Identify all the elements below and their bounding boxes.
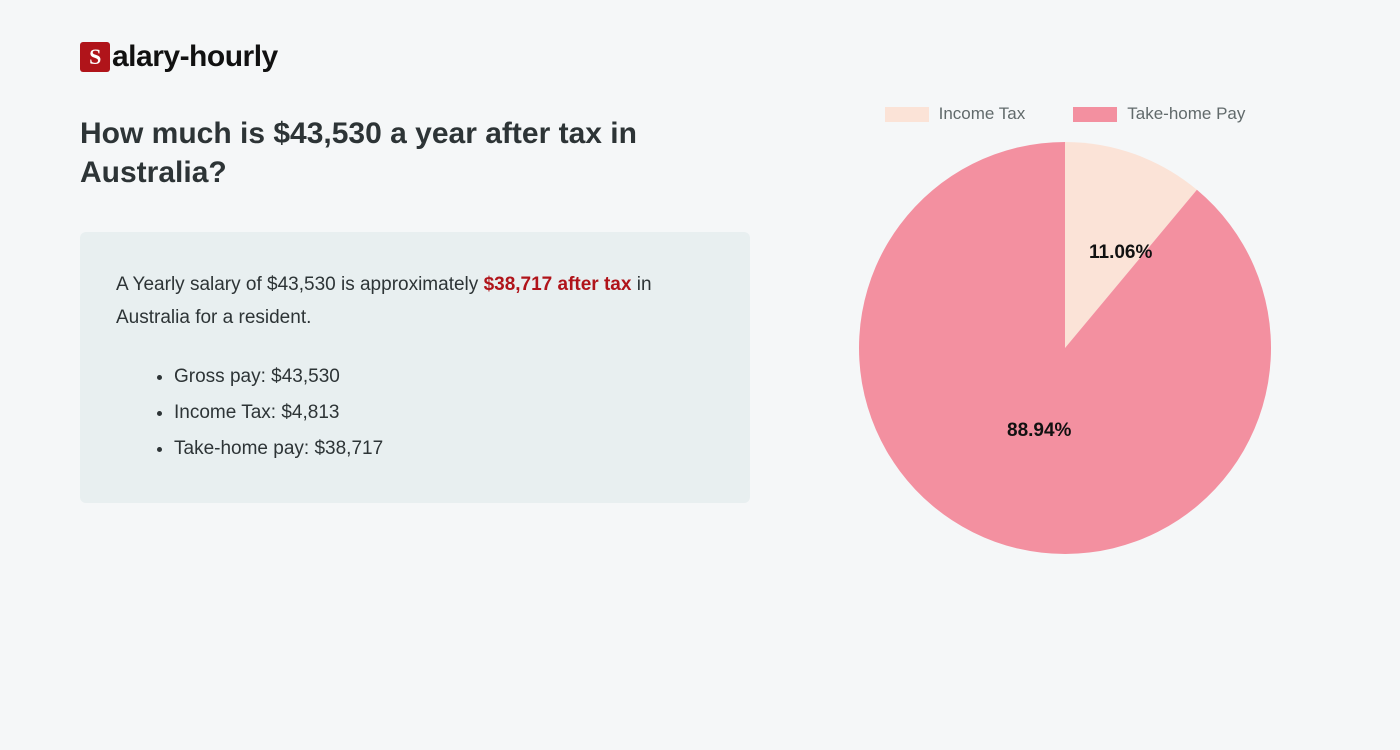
chart-column: Income Tax Take-home Pay 11.06% 88.94% [810, 104, 1320, 554]
summary-list: Gross pay: $43,530 Income Tax: $4,813 Ta… [116, 359, 714, 467]
legend-label: Take-home Pay [1127, 104, 1245, 124]
chart-legend: Income Tax Take-home Pay [885, 104, 1246, 124]
slice-label-take-home: 88.94% [1007, 420, 1071, 442]
legend-label: Income Tax [939, 104, 1026, 124]
pie-svg [859, 142, 1271, 554]
site-logo: Salary-hourly [80, 40, 1320, 74]
legend-item-income-tax: Income Tax [885, 104, 1026, 124]
summary-highlight: $38,717 after tax [484, 274, 632, 295]
summary-card: A Yearly salary of $43,530 is approximat… [80, 232, 750, 503]
summary-pre: A Yearly salary of $43,530 is approximat… [116, 274, 484, 295]
legend-swatch-icon [1073, 107, 1117, 122]
content-row: How much is $43,530 a year after tax in … [80, 114, 1320, 554]
legend-item-take-home: Take-home Pay [1073, 104, 1245, 124]
logo-badge-icon: S [80, 42, 110, 72]
summary-sentence: A Yearly salary of $43,530 is approximat… [116, 268, 714, 335]
logo-text: alary-hourly [112, 40, 278, 74]
list-item: Take-home pay: $38,717 [174, 431, 714, 467]
page-title: How much is $43,530 a year after tax in … [80, 114, 750, 192]
slice-label-income-tax: 11.06% [1089, 242, 1152, 264]
list-item: Gross pay: $43,530 [174, 359, 714, 395]
page: Salary-hourly How much is $43,530 a year… [0, 0, 1400, 750]
pie-chart: 11.06% 88.94% [859, 142, 1271, 554]
list-item: Income Tax: $4,813 [174, 395, 714, 431]
legend-swatch-icon [885, 107, 929, 122]
left-column: How much is $43,530 a year after tax in … [80, 114, 750, 503]
